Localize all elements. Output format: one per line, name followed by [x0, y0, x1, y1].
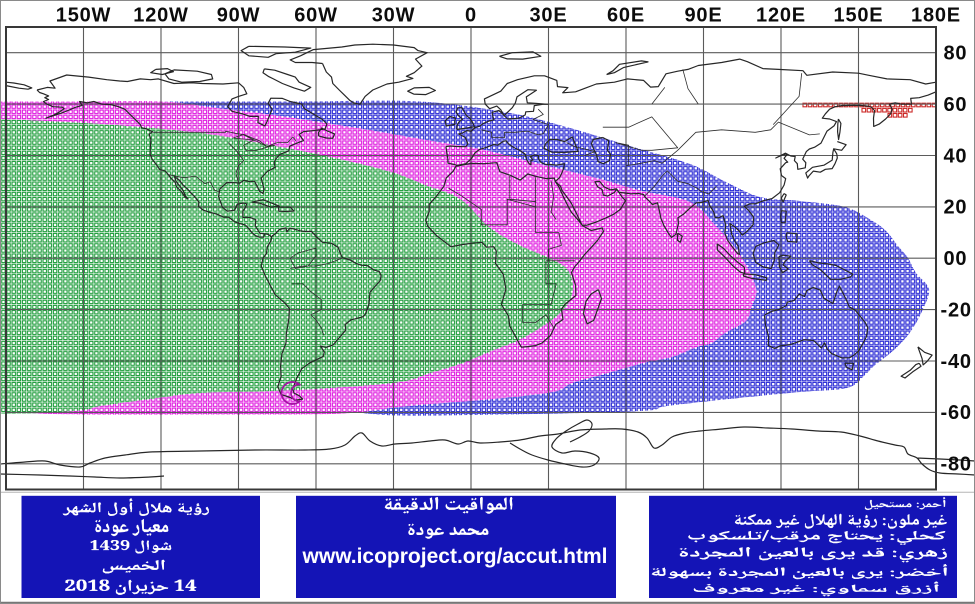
svg-text:180E: 180E — [911, 5, 961, 27]
svg-text:-80: -80 — [941, 454, 972, 476]
svg-text:60W: 60W — [294, 5, 338, 27]
svg-text:150E: 150E — [834, 5, 884, 27]
svg-text:90E: 90E — [685, 5, 723, 27]
svg-text:40: 40 — [944, 145, 968, 167]
svg-text:120E: 120E — [756, 5, 806, 27]
svg-text:www.icoproject.org/accut.html: www.icoproject.org/accut.html — [302, 545, 608, 568]
svg-text:-60: -60 — [941, 402, 972, 424]
svg-text:60: 60 — [944, 94, 968, 116]
svg-text:0: 0 — [465, 5, 477, 27]
svg-text:80: 80 — [944, 43, 968, 65]
svg-text:120W: 120W — [133, 5, 188, 27]
svg-text:150W: 150W — [56, 5, 111, 27]
svg-text:-40: -40 — [941, 351, 972, 373]
svg-text:30W: 30W — [372, 5, 416, 27]
svg-text:20: 20 — [944, 197, 968, 219]
svg-text:00: 00 — [944, 248, 968, 270]
svg-text:30E: 30E — [530, 5, 568, 27]
svg-text:-20: -20 — [941, 299, 972, 321]
svg-text:60E: 60E — [607, 5, 645, 27]
svg-text:90W: 90W — [217, 5, 261, 27]
